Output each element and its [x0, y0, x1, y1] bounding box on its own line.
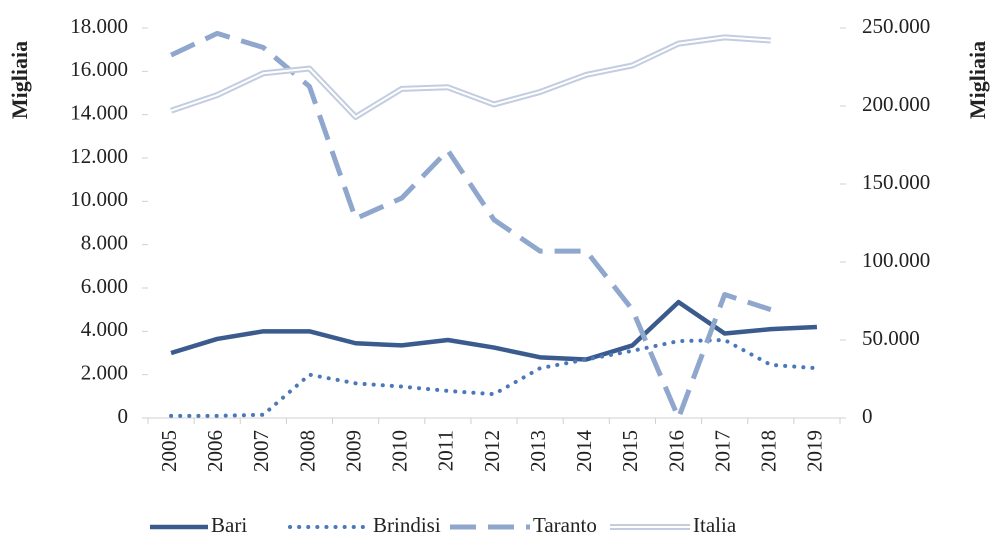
y2-axis-title: Migliaia	[965, 41, 990, 119]
y-tick-label: 18.000	[70, 14, 128, 38]
y-tick-label: 16.000	[70, 57, 128, 81]
legend-label: Bari	[211, 513, 247, 537]
series-line	[170, 299, 818, 362]
series-line-inner	[170, 36, 771, 118]
x-tick-label: 2012	[480, 430, 504, 472]
y-tick-label: 2.000	[81, 360, 128, 384]
x-tick-label: 2008	[295, 430, 319, 472]
y-tick-label: 8.000	[81, 230, 128, 254]
x-tick-label: 2010	[388, 430, 412, 472]
x-tick-label: 2017	[710, 430, 734, 472]
series-line	[170, 30, 772, 421]
legend-label: Brindisi	[373, 513, 441, 537]
x-tick-label: 2016	[664, 430, 688, 472]
y-tick-label: 0	[118, 404, 129, 428]
y2-tick-label: 200.000	[862, 92, 930, 116]
y2-tick-label: 100.000	[862, 248, 930, 272]
x-tick-label: 2014	[572, 430, 596, 473]
y-tick-label: 6.000	[81, 274, 128, 298]
x-tick-label: 2006	[203, 430, 227, 472]
x-tick-label: 2011	[434, 430, 458, 471]
x-tick-label: 2009	[341, 430, 365, 472]
y2-tick-label: 150.000	[862, 170, 930, 194]
y2-tick-label: 50.000	[862, 326, 920, 350]
x-tick-label: 2018	[757, 430, 781, 472]
y-tick-label: 10.000	[70, 187, 128, 211]
y2-tick-label: 0	[862, 404, 873, 428]
x-tick-label: 2015	[618, 430, 642, 472]
y-tick-label: 4.000	[81, 317, 128, 341]
y-tick-label: 14.000	[70, 100, 128, 124]
x-tick-label: 2005	[157, 430, 181, 472]
legend-label: Taranto	[533, 513, 597, 537]
x-tick-label: 2007	[249, 430, 273, 472]
y2-tick-label: 250.000	[862, 14, 930, 38]
x-tick-label: 2013	[526, 430, 550, 472]
x-tick-label: 2019	[803, 430, 827, 472]
series-line	[169, 338, 819, 418]
y-axis-title: Migliaia	[7, 41, 32, 119]
legend-label: Italia	[693, 513, 737, 537]
y-tick-label: 12.000	[70, 144, 128, 168]
